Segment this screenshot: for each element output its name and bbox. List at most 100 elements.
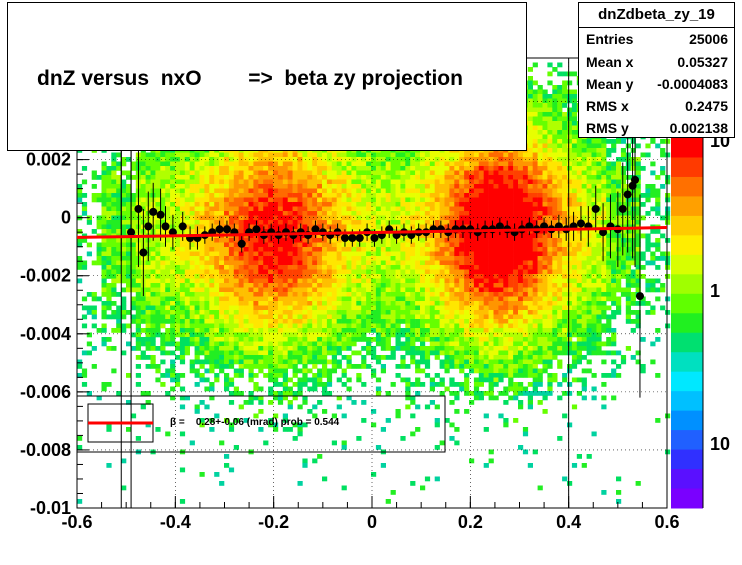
heatmap-cell <box>243 328 249 333</box>
heatmap-cell <box>366 202 372 207</box>
heatmap-cell <box>326 377 333 383</box>
heatmap-cell <box>366 337 372 342</box>
heatmap-cell <box>224 170 230 176</box>
heatmap-cell <box>469 458 475 464</box>
heatmap-cell <box>179 278 186 284</box>
heatmap-cell <box>410 481 416 486</box>
heatmap-cell <box>469 346 475 351</box>
heatmap-cell <box>361 197 367 203</box>
heatmap-cell <box>189 161 195 167</box>
heatmap-cell <box>312 242 318 248</box>
heatmap-cell <box>385 242 391 248</box>
heatmap-cell <box>459 296 465 302</box>
heatmap-cell <box>209 152 215 158</box>
heatmap-cell <box>238 364 244 369</box>
heatmap-cell <box>287 323 293 329</box>
heatmap-cell <box>434 184 440 189</box>
heatmap-cell <box>111 179 117 185</box>
heatmap-cell <box>268 184 274 189</box>
heatmap-cell <box>219 481 225 486</box>
heatmap-cell <box>248 395 254 401</box>
heatmap-cell <box>106 427 112 432</box>
heatmap-cell <box>351 224 357 230</box>
heatmap-cell <box>459 355 465 360</box>
heatmap-cell <box>341 175 347 180</box>
heatmap-cell <box>473 179 480 185</box>
heatmap-cell <box>224 296 230 302</box>
heatmap-cell <box>253 301 259 306</box>
heatmap-cell <box>287 229 293 234</box>
heatmap-cell <box>415 359 421 365</box>
heatmap-cell <box>307 359 313 365</box>
heatmap-cell <box>175 242 181 248</box>
heatmap-cell <box>326 247 333 252</box>
heatmap-cell <box>371 287 377 293</box>
heatmap-cell <box>336 337 342 342</box>
heatmap-cell <box>243 220 249 225</box>
heatmap-cell <box>116 229 122 234</box>
heatmap-cell <box>312 220 318 225</box>
heatmap-cell <box>424 278 431 284</box>
heatmap-cell <box>224 265 230 270</box>
heatmap-cell <box>424 202 431 207</box>
heatmap-cell <box>96 242 102 248</box>
heatmap-cell <box>424 350 431 356</box>
heatmap-cell <box>155 251 161 257</box>
heatmap-cell <box>165 242 171 248</box>
heatmap-cell <box>322 301 328 306</box>
heatmap-cell <box>194 184 200 189</box>
heatmap-cell <box>346 152 352 158</box>
heatmap-cell <box>228 215 235 221</box>
heatmap-cell <box>464 328 470 333</box>
heatmap-cell <box>199 247 205 252</box>
heatmap-cell <box>292 224 298 230</box>
heatmap-cell <box>189 260 195 266</box>
heatmap-cell <box>228 197 235 203</box>
heatmap-cell <box>307 251 313 257</box>
heatmap-cell <box>302 175 308 180</box>
heatmap-cell <box>410 332 416 338</box>
heatmap-cell <box>410 328 416 333</box>
heatmap-cell <box>287 220 293 225</box>
heatmap-cell <box>375 161 382 167</box>
heatmap-cell <box>101 242 107 248</box>
heatmap-cell <box>130 211 137 216</box>
heatmap-cell <box>449 355 455 360</box>
heatmap-cell <box>322 265 328 270</box>
heatmap-cell <box>194 337 200 342</box>
heatmap-cell <box>331 337 337 342</box>
heatmap-cell <box>165 215 171 221</box>
heatmap-cell <box>331 188 337 194</box>
heatmap-cell <box>429 400 435 405</box>
heatmap-cell <box>375 305 382 311</box>
heatmap-cell <box>160 337 166 342</box>
heatmap-cell <box>454 364 460 369</box>
heatmap-cell <box>111 292 117 297</box>
heatmap-cell <box>478 161 484 167</box>
heatmap-cell <box>233 337 239 342</box>
heatmap-cell <box>429 247 435 252</box>
heatmap-cell <box>126 341 132 347</box>
heatmap-cell <box>86 292 92 297</box>
heatmap-cell <box>385 283 391 288</box>
heatmap-cell <box>199 373 205 378</box>
heatmap-cell <box>263 274 269 279</box>
heatmap-cell <box>224 310 230 315</box>
heatmap-cell <box>405 157 411 162</box>
heatmap-cell <box>331 305 337 311</box>
heatmap-cell <box>238 260 244 266</box>
heatmap-cell <box>175 287 181 293</box>
heatmap-cell <box>96 197 102 203</box>
heatmap-cell <box>175 382 181 387</box>
heatmap-cell <box>209 359 215 365</box>
heatmap-cell <box>341 251 347 257</box>
heatmap-cell <box>473 152 480 158</box>
heatmap-cell <box>263 314 269 320</box>
heatmap-cell <box>331 292 337 297</box>
heatmap-cell <box>444 247 450 252</box>
heatmap-cell <box>277 373 284 378</box>
heatmap-cell <box>439 238 445 243</box>
heatmap-cell <box>439 337 445 342</box>
heatmap-cell <box>101 292 107 297</box>
heatmap-cell <box>233 220 239 225</box>
